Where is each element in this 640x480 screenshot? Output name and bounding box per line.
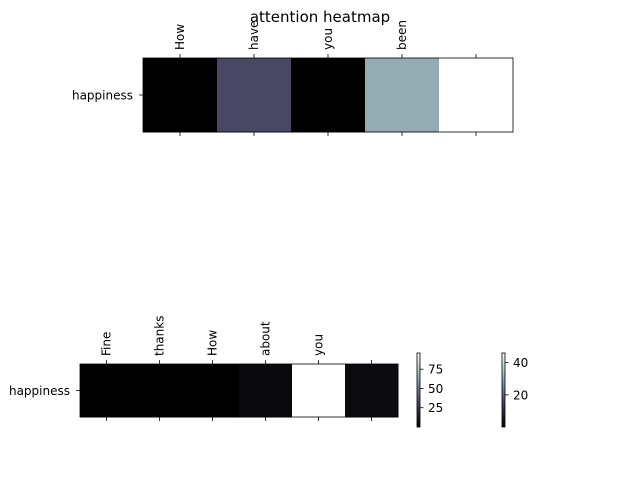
colorbar-gradient [501,352,506,428]
x-tick-label: been [395,20,409,50]
heatmap-cell [217,58,292,133]
x-tick-label: How [206,330,220,356]
heatmap-cell [143,58,218,133]
y-tick-label: happiness [72,89,133,103]
heatmap-panels: How have you been happiness Fine thanks How abou… [9,20,514,421]
x-tick-label: about [259,321,273,356]
heatmap-cell [345,364,399,418]
x-tick-label: How [173,24,187,50]
heatmap-cell [186,364,240,418]
colorbar-tick-label: 40 [513,356,528,370]
colorbar-tick-label: 75 [428,363,443,377]
heatmap-panel: How have you been happiness [72,20,514,136]
heatmap-cell [80,364,134,418]
x-tick-label: Fine [100,332,114,356]
heatmap-cell [365,58,440,133]
x-tick-label: you [312,334,326,356]
heatmap-cell [439,58,514,133]
heatmap-cell [239,364,293,418]
x-tick-label: thanks [153,316,167,356]
colorbar: 25 50 75 [416,352,443,428]
colorbar-tick-label: 50 [428,382,443,396]
y-tick-label: happiness [9,384,70,398]
colorbar-tick-label: 20 [513,388,528,402]
heatmap-cell [291,58,366,133]
heatmap-cell [292,364,346,418]
colorbar-tick-label: 25 [428,401,443,415]
colorbar-gradient [416,352,421,428]
chart-title: attention heatmap [250,8,390,26]
heatmap-cell [133,364,187,418]
x-tick-label: you [321,28,335,50]
x-tick-label: have [247,21,261,50]
heatmap-panel: Fine thanks How about you happiness [9,316,399,421]
